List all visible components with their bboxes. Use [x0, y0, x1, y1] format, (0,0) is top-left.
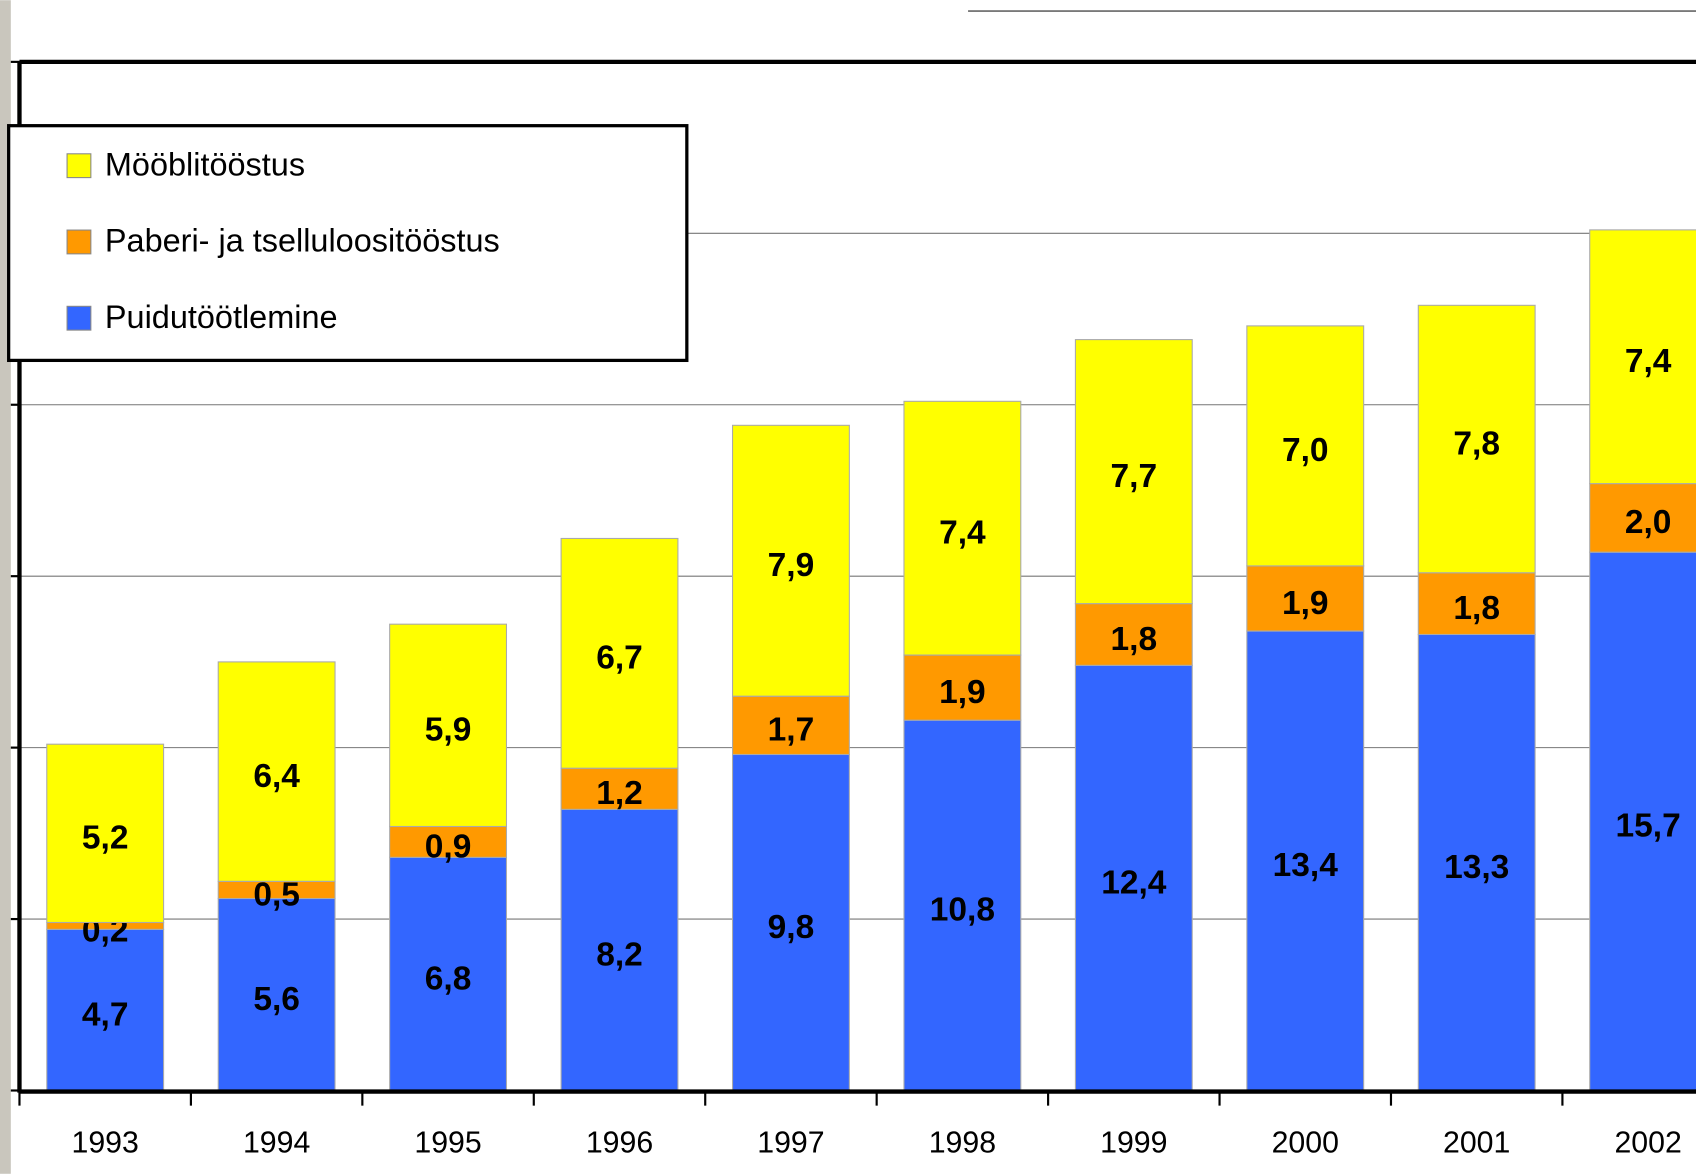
bar-segment: [903, 719, 1022, 1092]
bar-segment: [1417, 304, 1536, 574]
bar-segment: [1246, 325, 1365, 567]
background-strip: [0, 0, 11, 1174]
value-label: 7,7: [1111, 458, 1158, 495]
value-label: 1,7: [768, 712, 815, 749]
value-label: 13,3: [1444, 849, 1509, 886]
value-label: 6,7: [596, 640, 643, 677]
value-label: 4,7: [82, 996, 129, 1033]
x-tick-label: 1997: [757, 1127, 824, 1160]
x-tick-label: 1996: [586, 1127, 653, 1160]
value-label: 1,9: [939, 674, 986, 711]
bar-segment: [389, 856, 508, 1092]
bar-segment: [560, 537, 679, 769]
legend-label: Puidutöötlemine: [105, 299, 338, 335]
bar-segment: [731, 424, 850, 697]
value-label: 5,2: [82, 820, 129, 857]
value-label: 6,8: [425, 960, 472, 997]
value-label: 7,4: [1625, 343, 1672, 380]
x-tick-label: 2000: [1272, 1127, 1339, 1160]
bar-segment: [1417, 633, 1536, 1092]
bar-segment: [903, 654, 1022, 721]
x-tick-label: 1999: [1100, 1127, 1167, 1160]
legend-label: Mööblitööstus: [105, 146, 305, 182]
bar-segment: [1417, 572, 1536, 636]
bar-segment: [731, 695, 850, 756]
bar-segment: [1074, 664, 1193, 1092]
x-tick-label: 2002: [1614, 1127, 1681, 1160]
legend-swatch: [66, 153, 92, 179]
value-label: 7,0: [1282, 432, 1329, 469]
value-label: 1,9: [1282, 585, 1329, 622]
value-label: 1,8: [1453, 590, 1500, 627]
value-label: 6,4: [253, 758, 300, 795]
bar-segment: [731, 753, 850, 1092]
bar-segment: [217, 897, 336, 1092]
bar-segment: [903, 400, 1022, 656]
value-label: 9,8: [768, 909, 815, 946]
bar-segment: [1589, 483, 1696, 553]
value-label: 7,9: [768, 547, 815, 584]
value-label: 5,9: [425, 712, 472, 749]
value-label: 0,9: [425, 828, 472, 865]
legend-swatch: [66, 305, 92, 331]
value-label: 5,6: [253, 981, 300, 1018]
bar-segment: [46, 928, 165, 1092]
value-label: 1,8: [1111, 621, 1158, 658]
x-tick-label: 1993: [72, 1127, 139, 1160]
bar-segment: [389, 825, 508, 858]
value-label: 7,8: [1453, 425, 1500, 462]
legend-box: [7, 124, 689, 363]
value-label: 12,4: [1101, 864, 1167, 901]
value-label: 1,2: [596, 775, 643, 812]
bar-segment: [46, 743, 165, 924]
bar-segment: [389, 623, 508, 828]
x-tick-label: 1998: [929, 1127, 996, 1160]
value-label: 13,4: [1273, 847, 1339, 884]
value-label: 7,4: [939, 515, 986, 552]
bar-segment: [1589, 229, 1696, 485]
bar-segment: [1074, 339, 1193, 605]
value-label: 10,8: [930, 892, 995, 929]
x-tick-label: 1994: [243, 1127, 310, 1160]
value-label: 8,2: [596, 936, 643, 973]
legend-swatch: [66, 229, 92, 255]
bar-segment: [217, 661, 336, 882]
legend-label: Paberi- ja tselluloositööstus: [105, 223, 500, 259]
bar-segment: [560, 808, 679, 1092]
x-tick-label: 2001: [1443, 1127, 1510, 1160]
value-label: 2,0: [1625, 504, 1672, 541]
value-label: 15,7: [1616, 808, 1681, 845]
value-label: 0,5: [253, 876, 300, 913]
x-tick-label: 1995: [414, 1127, 481, 1160]
bar-segment: [560, 767, 679, 810]
